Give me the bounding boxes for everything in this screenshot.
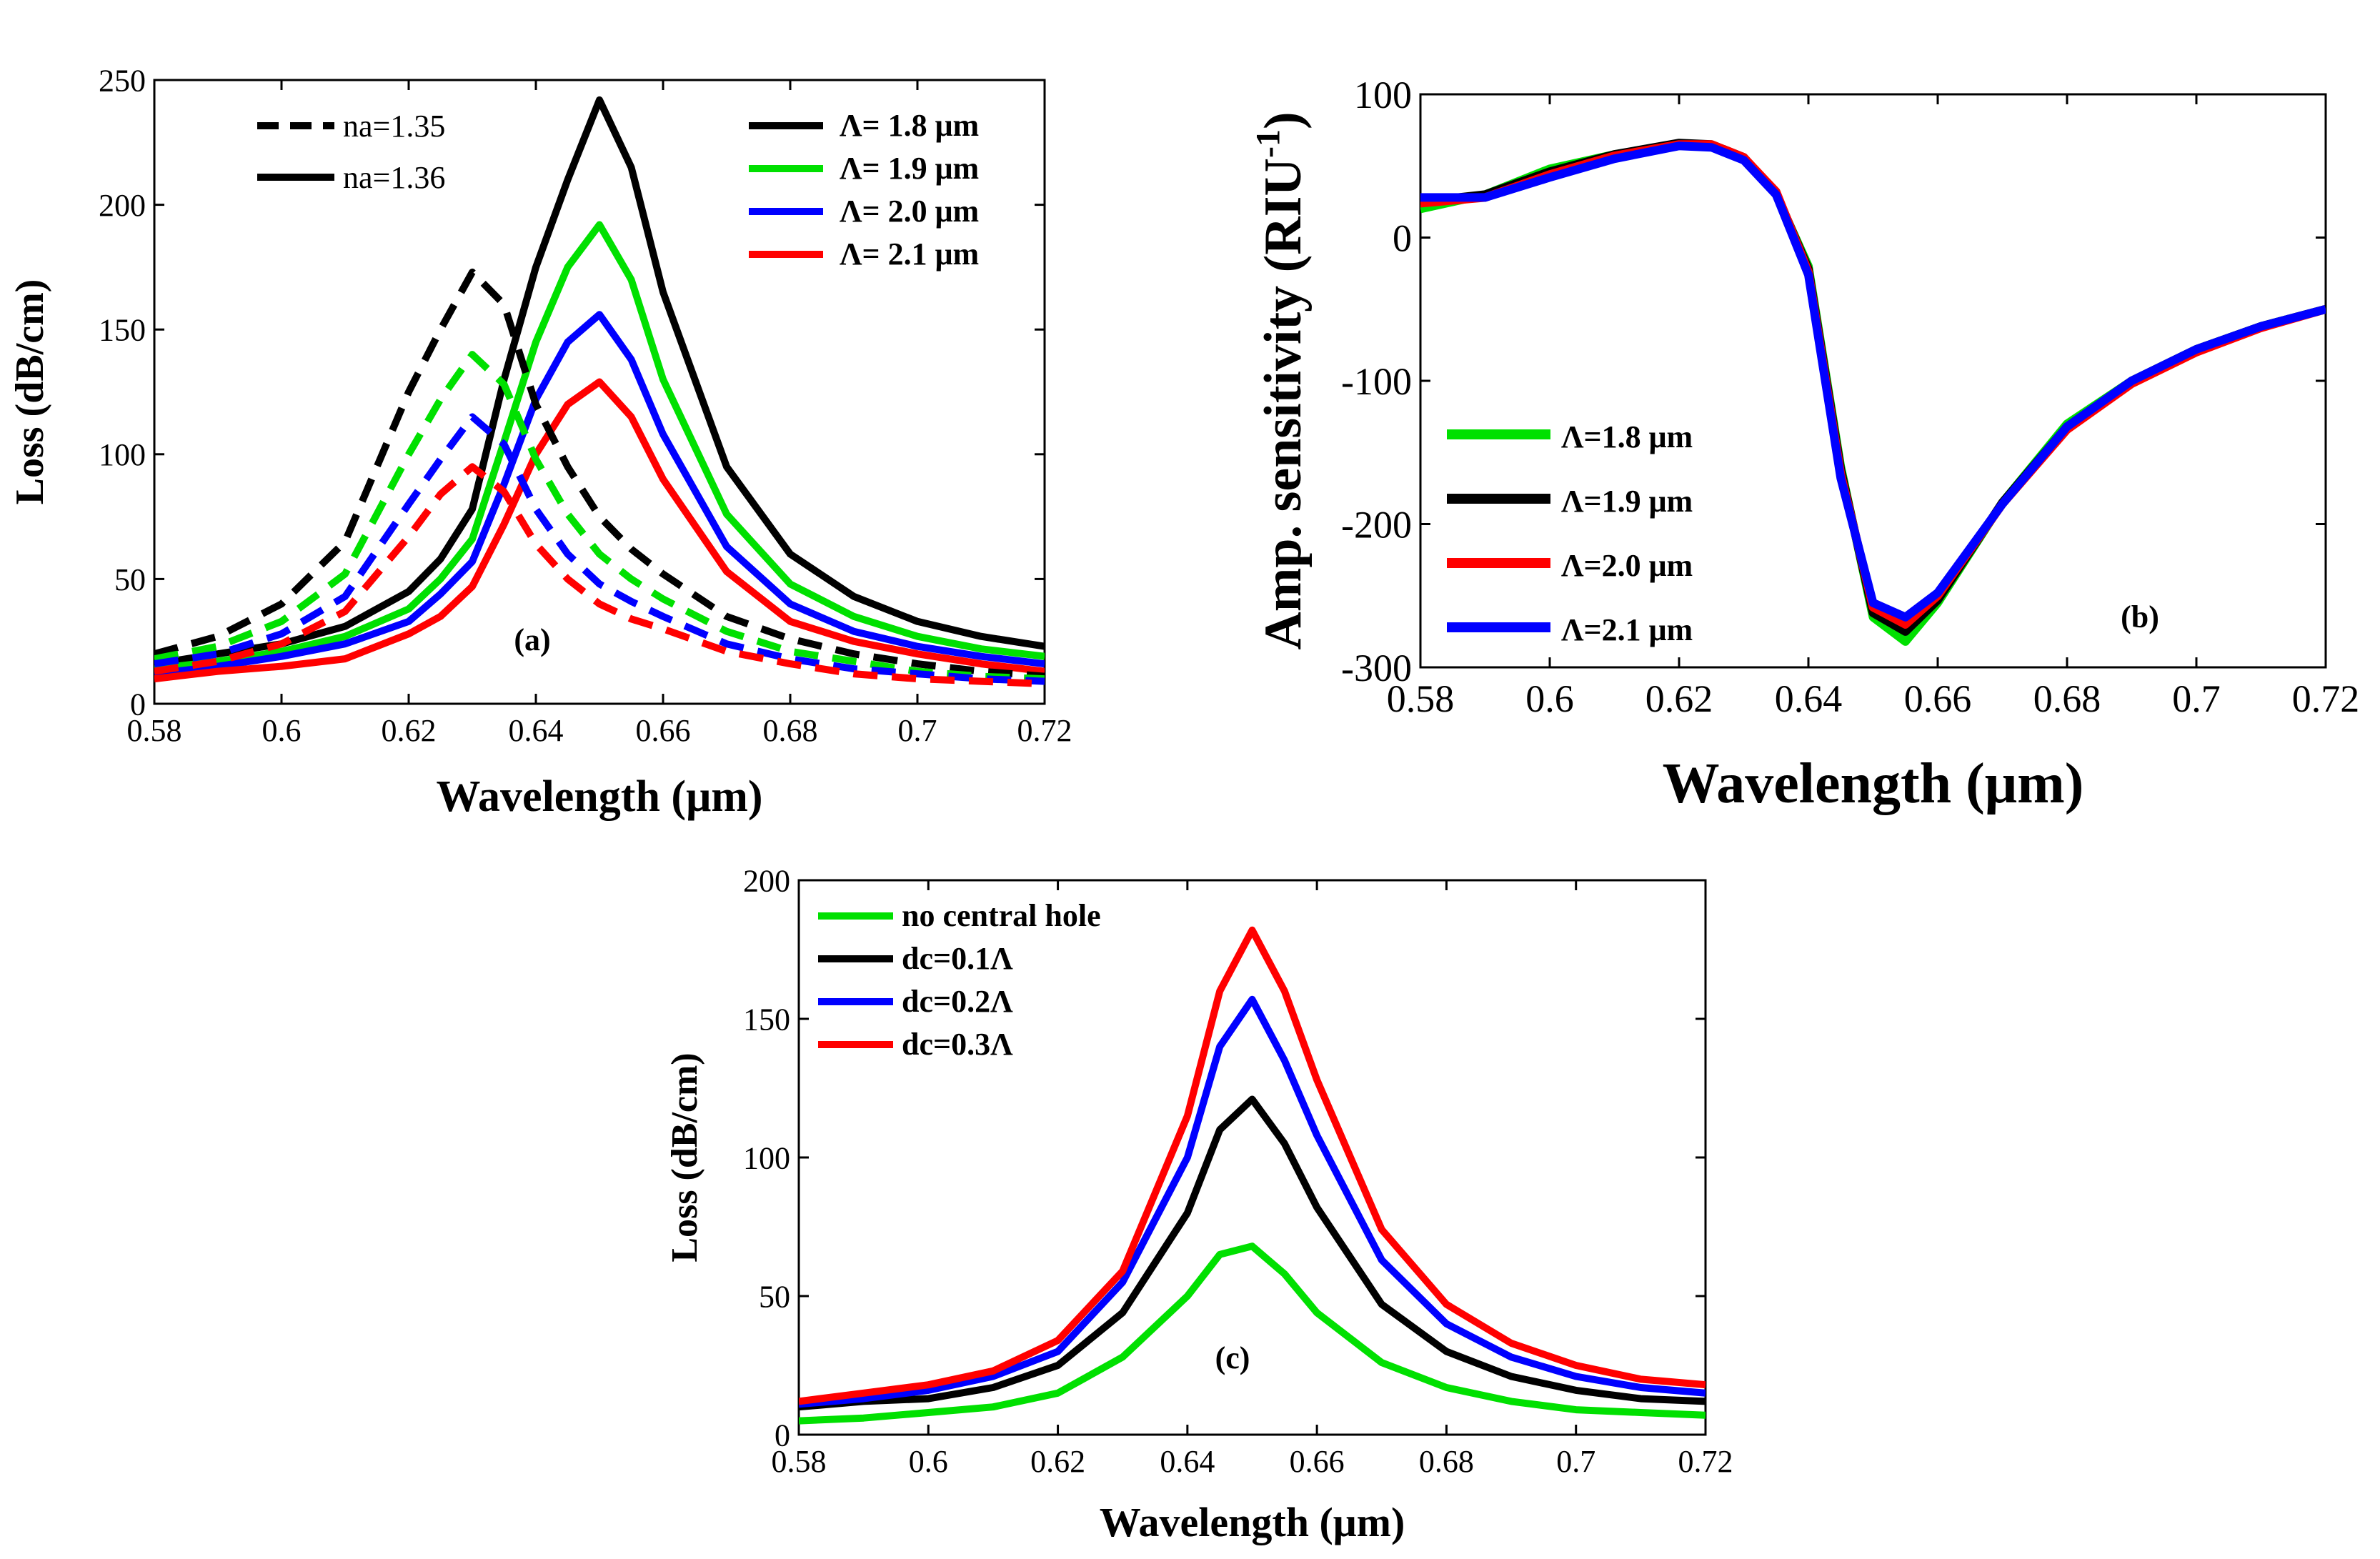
x-axis-label: Wavelength (μm) xyxy=(436,772,762,821)
series-line-no-central-hole xyxy=(799,1242,1706,1425)
x-tick-label: 0.64 xyxy=(509,713,564,748)
series-line-dc-0-1 xyxy=(799,1095,1706,1411)
y-tick-label: 200 xyxy=(743,863,790,898)
legend-label: Λ= 1.8 μm xyxy=(840,108,979,143)
y-tick-label: 0 xyxy=(130,687,146,722)
legend-label: Λ=2.1 μm xyxy=(1561,612,1693,647)
legend-label: no central hole xyxy=(902,898,1101,933)
x-tick-label: 0.62 xyxy=(382,713,437,748)
x-tick-label: 0.64 xyxy=(1160,1444,1215,1479)
series-line-2-1-m-na-1-35 xyxy=(154,463,1045,688)
x-tick-label: 0.66 xyxy=(1904,677,1972,720)
style-legend-label: na=1.36 xyxy=(343,160,445,195)
x-tick-label: 0.58 xyxy=(1387,677,1455,720)
y-tick-label: 100 xyxy=(1354,74,1412,116)
series-line-1-8-m-na-1-36 xyxy=(154,96,1045,668)
series-line-2-0-m xyxy=(1420,140,2326,629)
legend-label: Λ= 2.0 μm xyxy=(840,194,979,229)
panel-label: (b) xyxy=(2121,599,2159,634)
legend-label: Λ=1.8 μm xyxy=(1561,419,1693,454)
x-tick-label: 0.66 xyxy=(1290,1444,1345,1479)
plot-frame xyxy=(153,79,1046,705)
y-tick-label: 250 xyxy=(99,63,146,98)
series-line-1-8-m xyxy=(1420,140,2326,646)
legend-label: dc=0.2Λ xyxy=(902,984,1013,1019)
series-line-1-9-m xyxy=(1420,139,2326,636)
series-line-2-1-m-na-1-36 xyxy=(154,378,1045,683)
chart-b: 0.58 0.6 0.62 0.64 0.66 0.68 0.7 0.72 -300 -200 -1… xyxy=(1249,74,2359,815)
y-axis-label: Loss (dB/cm) xyxy=(8,279,52,505)
legend-label: Λ=1.9 μm xyxy=(1561,484,1693,519)
series-line-dc-0-3 xyxy=(799,926,1706,1405)
legend-label: Λ=2.0 μm xyxy=(1561,548,1693,583)
x-tick-label: 0.62 xyxy=(1030,1444,1085,1479)
y-tick-label: 200 xyxy=(99,188,146,223)
legend-label: Λ= 1.9 μm xyxy=(840,151,979,186)
y-tick-label: 50 xyxy=(114,562,146,597)
y-axis-label: Loss (dB/cm) xyxy=(664,1052,705,1262)
chart-a: 0.58 0.6 0.62 0.64 0.66 0.68 0.7 0.72 0 50 100 150 2… xyxy=(8,63,1072,821)
x-tick-label: 0.68 xyxy=(763,713,818,748)
legend-label: Λ= 2.1 μm xyxy=(840,236,979,272)
x-tick-label: 0.6 xyxy=(909,1444,948,1479)
y-tick-label: 0 xyxy=(775,1418,790,1453)
x-tick-label: 0.62 xyxy=(1645,677,1713,720)
y-tick-label: -100 xyxy=(1341,360,1412,403)
x-tick-label: 0.72 xyxy=(1678,1444,1733,1479)
plot-frame xyxy=(1419,93,2327,669)
x-tick-label: 0.64 xyxy=(1775,677,1843,720)
y-tick-label: 150 xyxy=(99,313,146,348)
y-tick-label: -300 xyxy=(1341,647,1412,689)
series-line-2-0-m-na-1-35 xyxy=(154,413,1045,685)
y-tick-label: 150 xyxy=(743,1002,790,1037)
y-tick-label: -200 xyxy=(1341,503,1412,546)
series-line-1-9-m-na-1-36 xyxy=(154,221,1045,673)
x-tick-label: 0.58 xyxy=(127,713,182,748)
x-axis-label: Wavelength (μm) xyxy=(1663,752,2084,815)
x-tick-label: 0.66 xyxy=(636,713,691,748)
panel-label: (a) xyxy=(514,622,550,657)
x-tick-label: 0.7 xyxy=(2172,677,2221,720)
x-tick-label: 0.72 xyxy=(1017,713,1072,748)
x-tick-label: 0.7 xyxy=(1556,1444,1595,1479)
x-tick-label: 0.58 xyxy=(772,1444,827,1479)
x-tick-label: 0.68 xyxy=(2033,677,2101,720)
series-line-2-0-m-na-1-36 xyxy=(154,311,1045,678)
y-axis-label: Amp. sensitivity (RIU-1) xyxy=(1249,111,1313,649)
y-tick-label: 100 xyxy=(99,437,146,472)
series-line-1-8-m-na-1-35 xyxy=(154,268,1045,680)
x-tick-label: 0.68 xyxy=(1419,1444,1474,1479)
chart-c: 0.58 0.6 0.62 0.64 0.66 0.68 0.7 0.72 0 50 100 150 2… xyxy=(664,863,1733,1545)
series-line-1-9-m-na-1-35 xyxy=(154,351,1045,683)
x-tick-label: 0.7 xyxy=(898,713,937,748)
series-line-2-1-m xyxy=(1420,141,2326,622)
x-tick-label: 0.72 xyxy=(2292,677,2360,720)
style-legend-label: na=1.35 xyxy=(343,109,445,144)
legend-label: dc=0.1Λ xyxy=(902,941,1013,976)
y-tick-label: 0 xyxy=(1393,216,1412,259)
panel-label: (c) xyxy=(1215,1340,1250,1375)
y-tick-label: 100 xyxy=(743,1140,790,1175)
series-line-dc-0-2 xyxy=(799,995,1706,1408)
legend-label: dc=0.3Λ xyxy=(902,1027,1013,1062)
x-tick-label: 0.6 xyxy=(262,713,302,748)
x-tick-label: 0.6 xyxy=(1525,677,1574,720)
x-axis-label: Wavelength (μm) xyxy=(1100,1499,1405,1545)
y-tick-label: 50 xyxy=(759,1279,790,1314)
